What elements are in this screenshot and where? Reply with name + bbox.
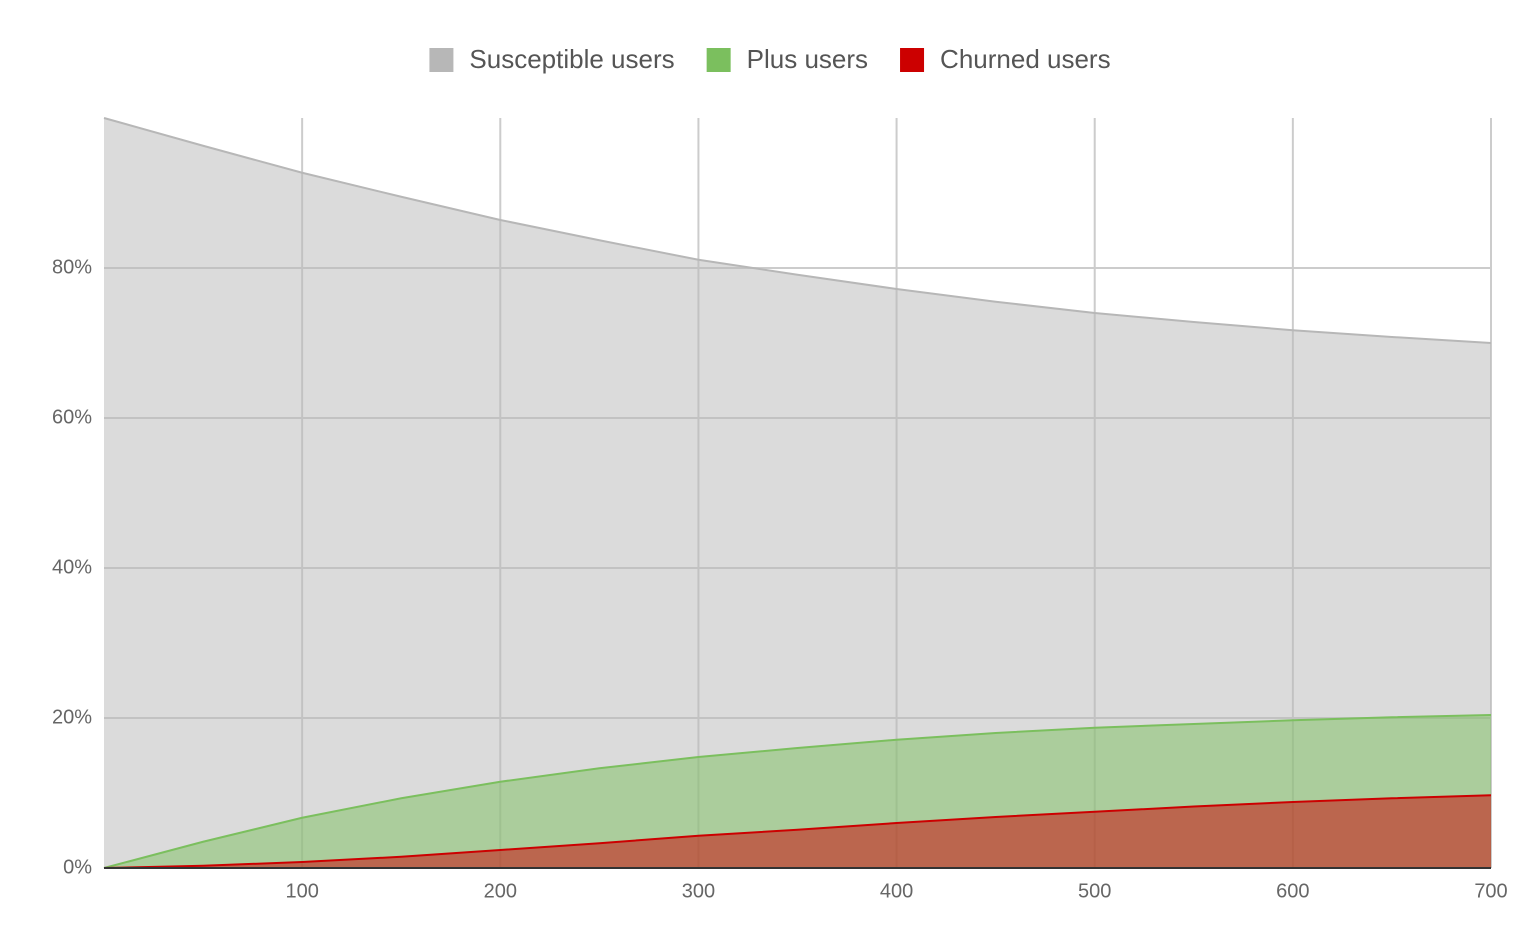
y-tick-label: 60%	[52, 406, 92, 428]
x-tick-label: 600	[1276, 880, 1309, 902]
legend-swatch	[706, 48, 731, 72]
legend: Susceptible users Plus users Churned users	[429, 44, 1111, 74]
legend-swatch	[429, 48, 454, 72]
legend-swatch	[900, 48, 925, 72]
legend-label: Susceptible users	[469, 44, 674, 74]
y-tick-label: 40%	[52, 556, 92, 578]
y-tick-label: 0%	[63, 856, 92, 878]
series-line	[103, 794, 1492, 869]
x-tick-label: 500	[1078, 880, 1111, 902]
y-tick-label: 20%	[52, 706, 92, 728]
x-tick-label: 400	[880, 880, 913, 902]
x-tick-label: 100	[285, 880, 318, 902]
y-tick-label: 80%	[52, 256, 92, 278]
series-line	[103, 117, 1492, 344]
x-tick-label: 700	[1474, 880, 1507, 902]
x-tick-label: 300	[682, 880, 715, 902]
x-tick-label: 200	[484, 880, 517, 902]
legend-label: Churned users	[940, 44, 1111, 74]
series-line	[103, 714, 1492, 869]
area-fill	[104, 795, 1491, 868]
legend-label: Plus users	[747, 44, 868, 74]
area-fill	[104, 118, 1491, 868]
